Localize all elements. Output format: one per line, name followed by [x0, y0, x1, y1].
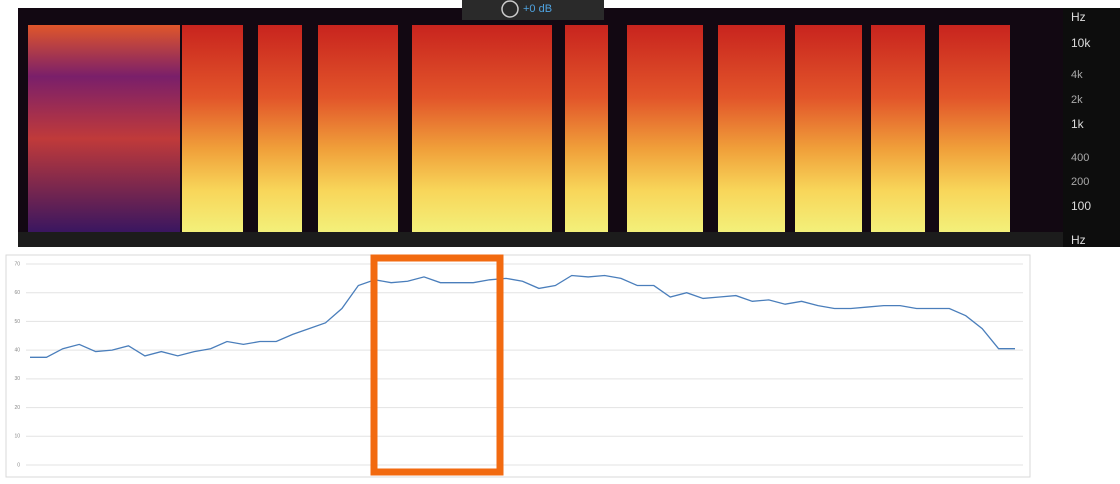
freq-label: Hz: [1071, 10, 1086, 24]
y-tick-label: 10: [14, 434, 20, 440]
spectrogram-segment: [718, 25, 785, 232]
y-tick-label: 60: [14, 290, 20, 296]
freq-label: Hz: [1071, 233, 1086, 247]
spectrogram-segment: [182, 25, 243, 232]
freq-label: 200: [1071, 176, 1089, 188]
spectrogram-segment: [318, 25, 398, 232]
y-tick-label: 0: [17, 462, 20, 468]
spectrogram-segment: [28, 25, 180, 232]
y-tick-label: 70: [14, 261, 20, 267]
freq-label: 400: [1071, 152, 1089, 164]
spectrogram: +0 dB Hz 10k 4k 2k 1k 400 200 100 Hz: [18, 0, 1120, 247]
spectrogram-segment: [939, 25, 1010, 232]
freq-label: 2k: [1071, 94, 1083, 106]
spectrogram-segment: [565, 25, 608, 232]
freq-label: 100: [1071, 199, 1091, 213]
freq-label: 1k: [1071, 117, 1085, 131]
screenshot: +0 dB Hz 10k 4k 2k 1k 400 200 100 Hz 0 10…: [0, 0, 1120, 479]
spectrogram-segment: [871, 25, 925, 232]
freq-label: 4k: [1071, 69, 1083, 81]
spectrogram-segment: [627, 25, 703, 232]
spectrogram-segment: [795, 25, 862, 232]
y-tick-label: 30: [14, 376, 20, 382]
y-tick-label: 20: [14, 405, 20, 411]
freq-label: 10k: [1071, 36, 1091, 50]
spectrogram-segment: [258, 25, 302, 232]
spectrogram-segment: [412, 25, 552, 232]
y-tick-label: 40: [14, 347, 20, 353]
time-ruler: [18, 232, 1063, 247]
chart-frame: [6, 255, 1030, 477]
gain-label: +0 dB: [523, 3, 552, 15]
y-tick-label: 50: [14, 319, 20, 325]
